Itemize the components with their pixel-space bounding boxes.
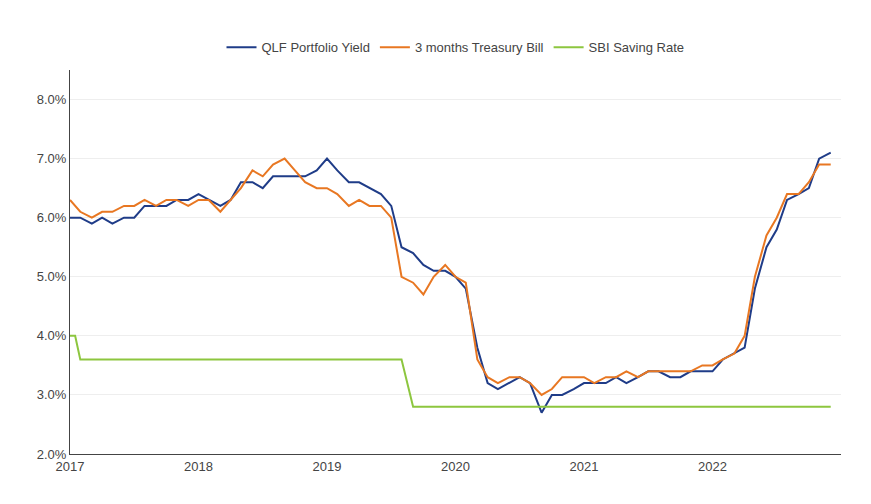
svg-text:SBI Saving Rate: SBI Saving Rate xyxy=(589,40,684,55)
svg-text:2020: 2020 xyxy=(441,459,470,474)
svg-text:5.0%: 5.0% xyxy=(37,269,67,284)
svg-text:3 months Treasury Bill: 3 months Treasury Bill xyxy=(415,40,544,55)
svg-text:2022: 2022 xyxy=(698,459,727,474)
svg-text:3.0%: 3.0% xyxy=(37,387,67,402)
svg-text:2021: 2021 xyxy=(570,459,599,474)
svg-text:2.0%: 2.0% xyxy=(37,447,67,462)
svg-text:8.0%: 8.0% xyxy=(37,92,67,107)
svg-text:6.0%: 6.0% xyxy=(37,210,67,225)
svg-text:7.0%: 7.0% xyxy=(37,151,67,166)
svg-text:QLF Portfolio Yield: QLF Portfolio Yield xyxy=(262,40,370,55)
svg-text:4.0%: 4.0% xyxy=(37,328,67,343)
svg-text:2018: 2018 xyxy=(184,459,213,474)
svg-text:2017: 2017 xyxy=(56,459,85,474)
svg-text:2019: 2019 xyxy=(313,459,342,474)
